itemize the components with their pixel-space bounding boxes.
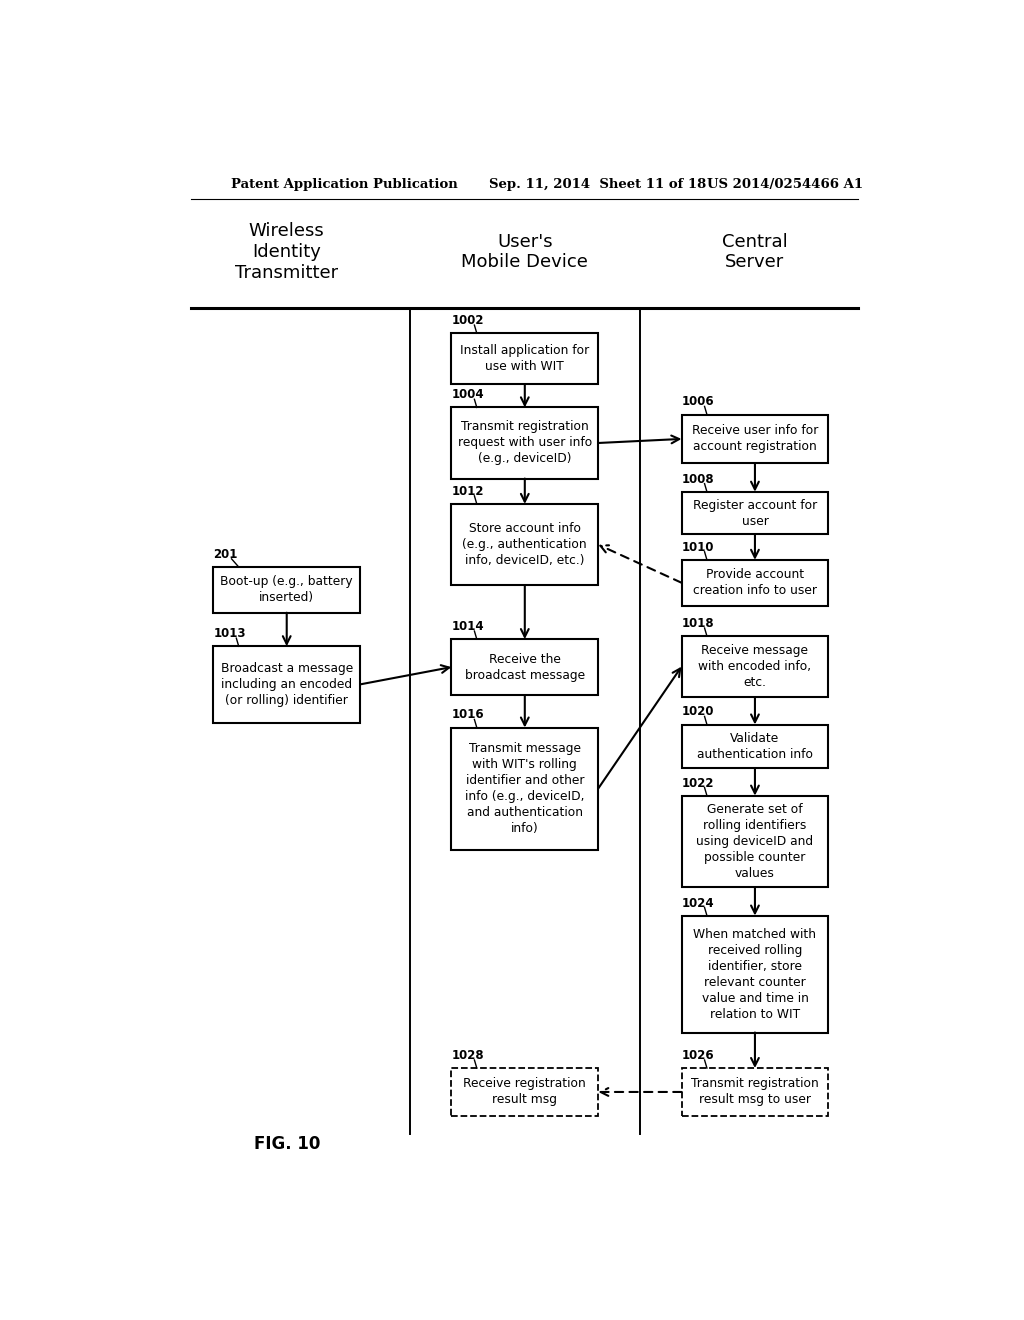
Text: 1002: 1002 (452, 314, 484, 327)
Text: 1004: 1004 (452, 388, 484, 401)
Text: Store account info
(e.g., authentication
info, deviceID, etc.): Store account info (e.g., authentication… (463, 523, 587, 568)
Text: Receive registration
result msg: Receive registration result msg (464, 1077, 586, 1106)
FancyBboxPatch shape (682, 796, 828, 887)
FancyBboxPatch shape (452, 727, 598, 850)
Text: Transmit registration
request with user info
(e.g., deviceID): Transmit registration request with user … (458, 421, 592, 466)
Text: Provide account
creation info to user: Provide account creation info to user (693, 568, 817, 597)
Text: Register account for
user: Register account for user (693, 499, 817, 528)
FancyBboxPatch shape (452, 1068, 598, 1115)
Text: Central
Server: Central Server (722, 232, 787, 272)
FancyBboxPatch shape (452, 408, 598, 479)
Text: 1020: 1020 (682, 705, 714, 718)
Text: Install application for
use with WIT: Install application for use with WIT (460, 345, 590, 374)
FancyBboxPatch shape (682, 492, 828, 535)
FancyBboxPatch shape (213, 647, 360, 722)
Text: FIG. 10: FIG. 10 (254, 1135, 319, 1154)
Text: Transmit message
with WIT's rolling
identifier and other
info (e.g., deviceID,
a: Transmit message with WIT's rolling iden… (465, 742, 585, 836)
Text: 1018: 1018 (682, 616, 714, 630)
FancyBboxPatch shape (682, 560, 828, 606)
Text: 1008: 1008 (682, 473, 714, 486)
FancyBboxPatch shape (682, 1068, 828, 1115)
Text: 1016: 1016 (452, 709, 484, 722)
Text: 1024: 1024 (682, 896, 714, 909)
Text: US 2014/0254466 A1: US 2014/0254466 A1 (708, 178, 863, 191)
Text: 201: 201 (213, 548, 238, 561)
Text: When matched with
received rolling
identifier, store
relevant counter
value and : When matched with received rolling ident… (693, 928, 816, 1020)
Text: Receive user info for
account registration: Receive user info for account registrati… (692, 425, 818, 454)
Text: Patent Application Publication: Patent Application Publication (231, 178, 458, 191)
Text: Generate set of
rolling identifiers
using deviceID and
possible counter
values: Generate set of rolling identifiers usin… (696, 803, 813, 880)
Text: User's
Mobile Device: User's Mobile Device (462, 232, 588, 272)
Text: Boot-up (e.g., battery
inserted): Boot-up (e.g., battery inserted) (220, 576, 353, 605)
Text: 1013: 1013 (213, 627, 246, 640)
Text: 1026: 1026 (682, 1049, 714, 1063)
FancyBboxPatch shape (452, 333, 598, 384)
Text: 1006: 1006 (682, 396, 714, 408)
FancyBboxPatch shape (452, 639, 598, 696)
FancyBboxPatch shape (682, 725, 828, 768)
Text: 1012: 1012 (452, 484, 484, 498)
Text: Wireless
Identity
Transmitter: Wireless Identity Transmitter (236, 222, 338, 281)
Text: Sep. 11, 2014  Sheet 11 of 18: Sep. 11, 2014 Sheet 11 of 18 (489, 178, 707, 191)
Text: Receive the
broadcast message: Receive the broadcast message (465, 652, 585, 681)
Text: Validate
authentication info: Validate authentication info (697, 731, 813, 760)
Text: 1014: 1014 (452, 620, 484, 634)
FancyBboxPatch shape (452, 504, 598, 585)
FancyBboxPatch shape (682, 414, 828, 463)
FancyBboxPatch shape (213, 568, 360, 612)
FancyBboxPatch shape (682, 636, 828, 697)
Text: 1010: 1010 (682, 541, 714, 554)
Text: Broadcast a message
including an encoded
(or rolling) identifier: Broadcast a message including an encoded… (220, 661, 353, 708)
Text: 1028: 1028 (452, 1049, 484, 1063)
Text: 1022: 1022 (682, 776, 714, 789)
Text: Receive message
with encoded info,
etc.: Receive message with encoded info, etc. (698, 644, 811, 689)
FancyBboxPatch shape (682, 916, 828, 1032)
Text: Transmit registration
result msg to user: Transmit registration result msg to user (691, 1077, 819, 1106)
